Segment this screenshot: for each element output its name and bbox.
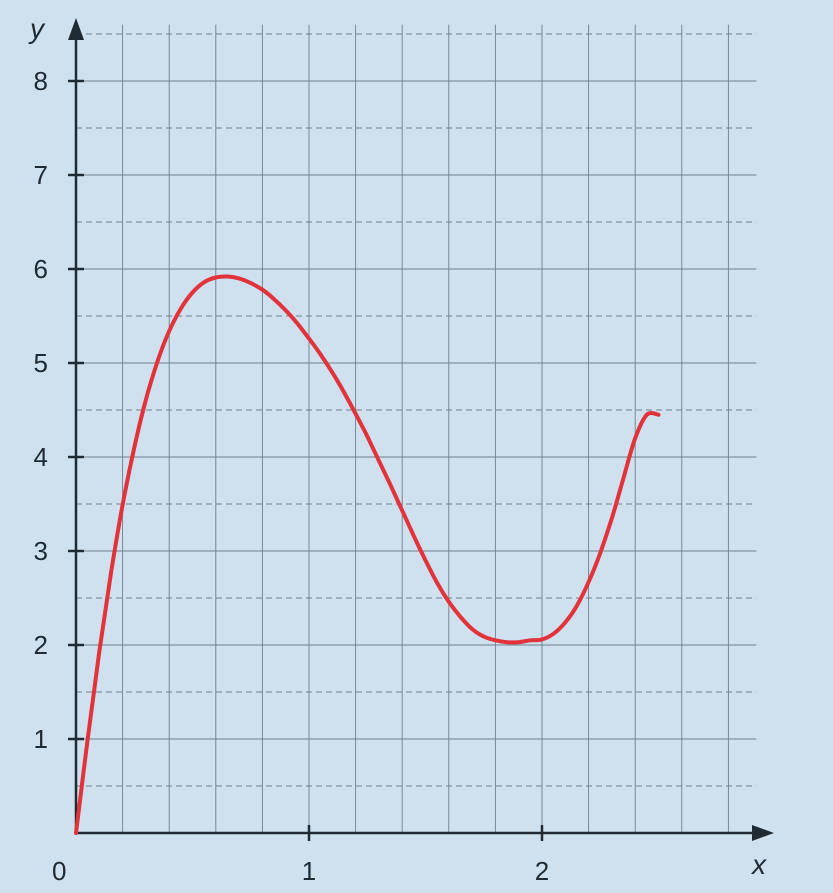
y-tick-label: 7: [34, 160, 48, 190]
series-line: [74, 274, 661, 835]
axis-ticks: [68, 79, 544, 841]
y-tick-label: 3: [34, 536, 48, 566]
axes: [68, 18, 774, 841]
y-tick-label: 8: [34, 66, 48, 96]
x-tick-label: 2: [535, 856, 549, 886]
x-tick-label: 1: [302, 856, 316, 886]
x-axis-arrow-icon: [752, 825, 774, 841]
origin-label: 0: [52, 856, 66, 886]
x-axis-label: x: [750, 849, 767, 880]
y-axis-arrow-icon: [68, 18, 84, 40]
y-tick-label: 1: [34, 724, 48, 754]
series-group: [74, 274, 661, 835]
y-tick-label: 4: [34, 442, 48, 472]
y-tick-label: 6: [34, 254, 48, 284]
y-tick-label: 2: [34, 630, 48, 660]
y-tick-label: 5: [34, 348, 48, 378]
y-axis-label: y: [28, 13, 46, 44]
grid: [76, 24, 757, 833]
axis-tick-labels: 1 2 1 2 3 4 5 6 7 8: [34, 66, 550, 886]
